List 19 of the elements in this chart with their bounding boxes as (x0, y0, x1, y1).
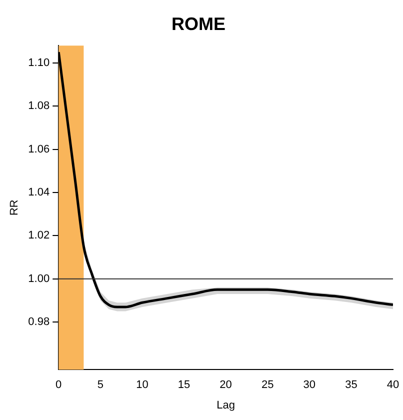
x-tick-label: 20 (220, 379, 232, 392)
x-axis-title: Lag (216, 399, 235, 412)
y-tick-label: 1.00 (28, 272, 50, 285)
y-tick-label: 1.08 (28, 100, 50, 112)
y-tick-label: 1.04 (28, 186, 50, 199)
x-tick-label: 40 (386, 379, 400, 392)
x-tick-label: 35 (345, 379, 358, 392)
y-tick-label: 1.10 (28, 56, 50, 69)
y-tick-label: 1.02 (28, 230, 50, 242)
chart-title: ROME (172, 14, 226, 34)
x-tick-label: 15 (178, 379, 190, 392)
x-tick-label: 0 (56, 379, 62, 392)
y-tick-label: 1.06 (28, 143, 50, 156)
y-axis-title: RR (8, 200, 21, 216)
y-tick-label: 0.98 (28, 316, 50, 328)
x-tick-label: 10 (136, 379, 148, 392)
x-tick-label: 30 (303, 379, 316, 392)
x-tick-label: 5 (97, 379, 104, 392)
x-tick-label: 25 (261, 379, 274, 392)
